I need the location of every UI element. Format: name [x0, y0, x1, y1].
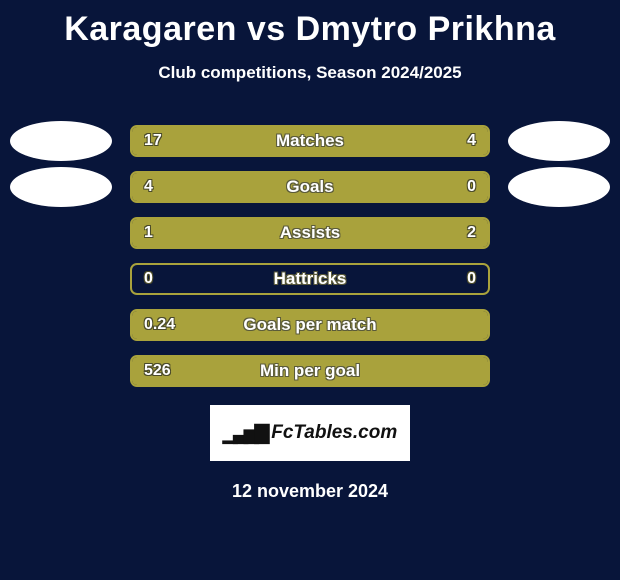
- stat-value-right: 4: [467, 132, 476, 150]
- stat-label: Matches: [276, 131, 344, 151]
- page-subtitle: Club competitions, Season 2024/2025: [0, 63, 620, 83]
- stat-bar-fill-right: [417, 127, 488, 155]
- stat-bar: 0 0 Hattricks: [130, 263, 490, 295]
- stat-row: 0.24 Goals per match: [10, 309, 610, 341]
- stat-value-left: 526: [144, 362, 171, 380]
- player-avatar-right: [508, 167, 610, 207]
- stat-label: Goals: [286, 177, 333, 197]
- stat-value-left: 1: [144, 224, 153, 242]
- stat-value-left: 4: [144, 178, 153, 196]
- stat-row: 1 2 Assists: [10, 217, 610, 249]
- stat-bar: 17 4 Matches: [130, 125, 490, 157]
- stat-bar-fill-left: [132, 127, 417, 155]
- player-avatar-right: [508, 121, 610, 161]
- branding-text: FcTables.com: [271, 422, 397, 444]
- stat-bar: 4 0 Goals: [130, 171, 490, 203]
- stat-rows: 17 4 Matches 4 0 Goals 1 2 Assists 0 0 Hattricks 0.2…: [0, 125, 620, 387]
- stat-bar: 1 2 Assists: [130, 217, 490, 249]
- branding-badge: ▁▃▅▇ FcTables.com: [210, 405, 410, 461]
- page-title: Karagaren vs Dmytro Prikhna: [0, 0, 620, 49]
- stat-bar: 526 Min per goal: [130, 355, 490, 387]
- stat-label: Hattricks: [274, 269, 347, 289]
- stat-bar: 0.24 Goals per match: [130, 309, 490, 341]
- stat-value-left: 17: [144, 132, 162, 150]
- stat-row: 0 0 Hattricks: [10, 263, 610, 295]
- stat-label: Assists: [280, 223, 340, 243]
- player-avatar-left: [10, 167, 112, 207]
- stat-row: 17 4 Matches: [10, 125, 610, 157]
- stat-value-right: 2: [467, 224, 476, 242]
- footer-date: 12 november 2024: [0, 481, 620, 502]
- stat-value-right: 0: [467, 270, 476, 288]
- player-avatar-left: [10, 121, 112, 161]
- stat-value-left: 0.24: [144, 316, 175, 334]
- stat-value-right: 0: [467, 178, 476, 196]
- stat-row: 526 Min per goal: [10, 355, 610, 387]
- stat-row: 4 0 Goals: [10, 171, 610, 203]
- stat-label: Goals per match: [243, 315, 376, 335]
- bar-chart-icon: ▁▃▅▇: [223, 422, 265, 445]
- stat-label: Min per goal: [260, 361, 360, 381]
- stat-value-left: 0: [144, 270, 153, 288]
